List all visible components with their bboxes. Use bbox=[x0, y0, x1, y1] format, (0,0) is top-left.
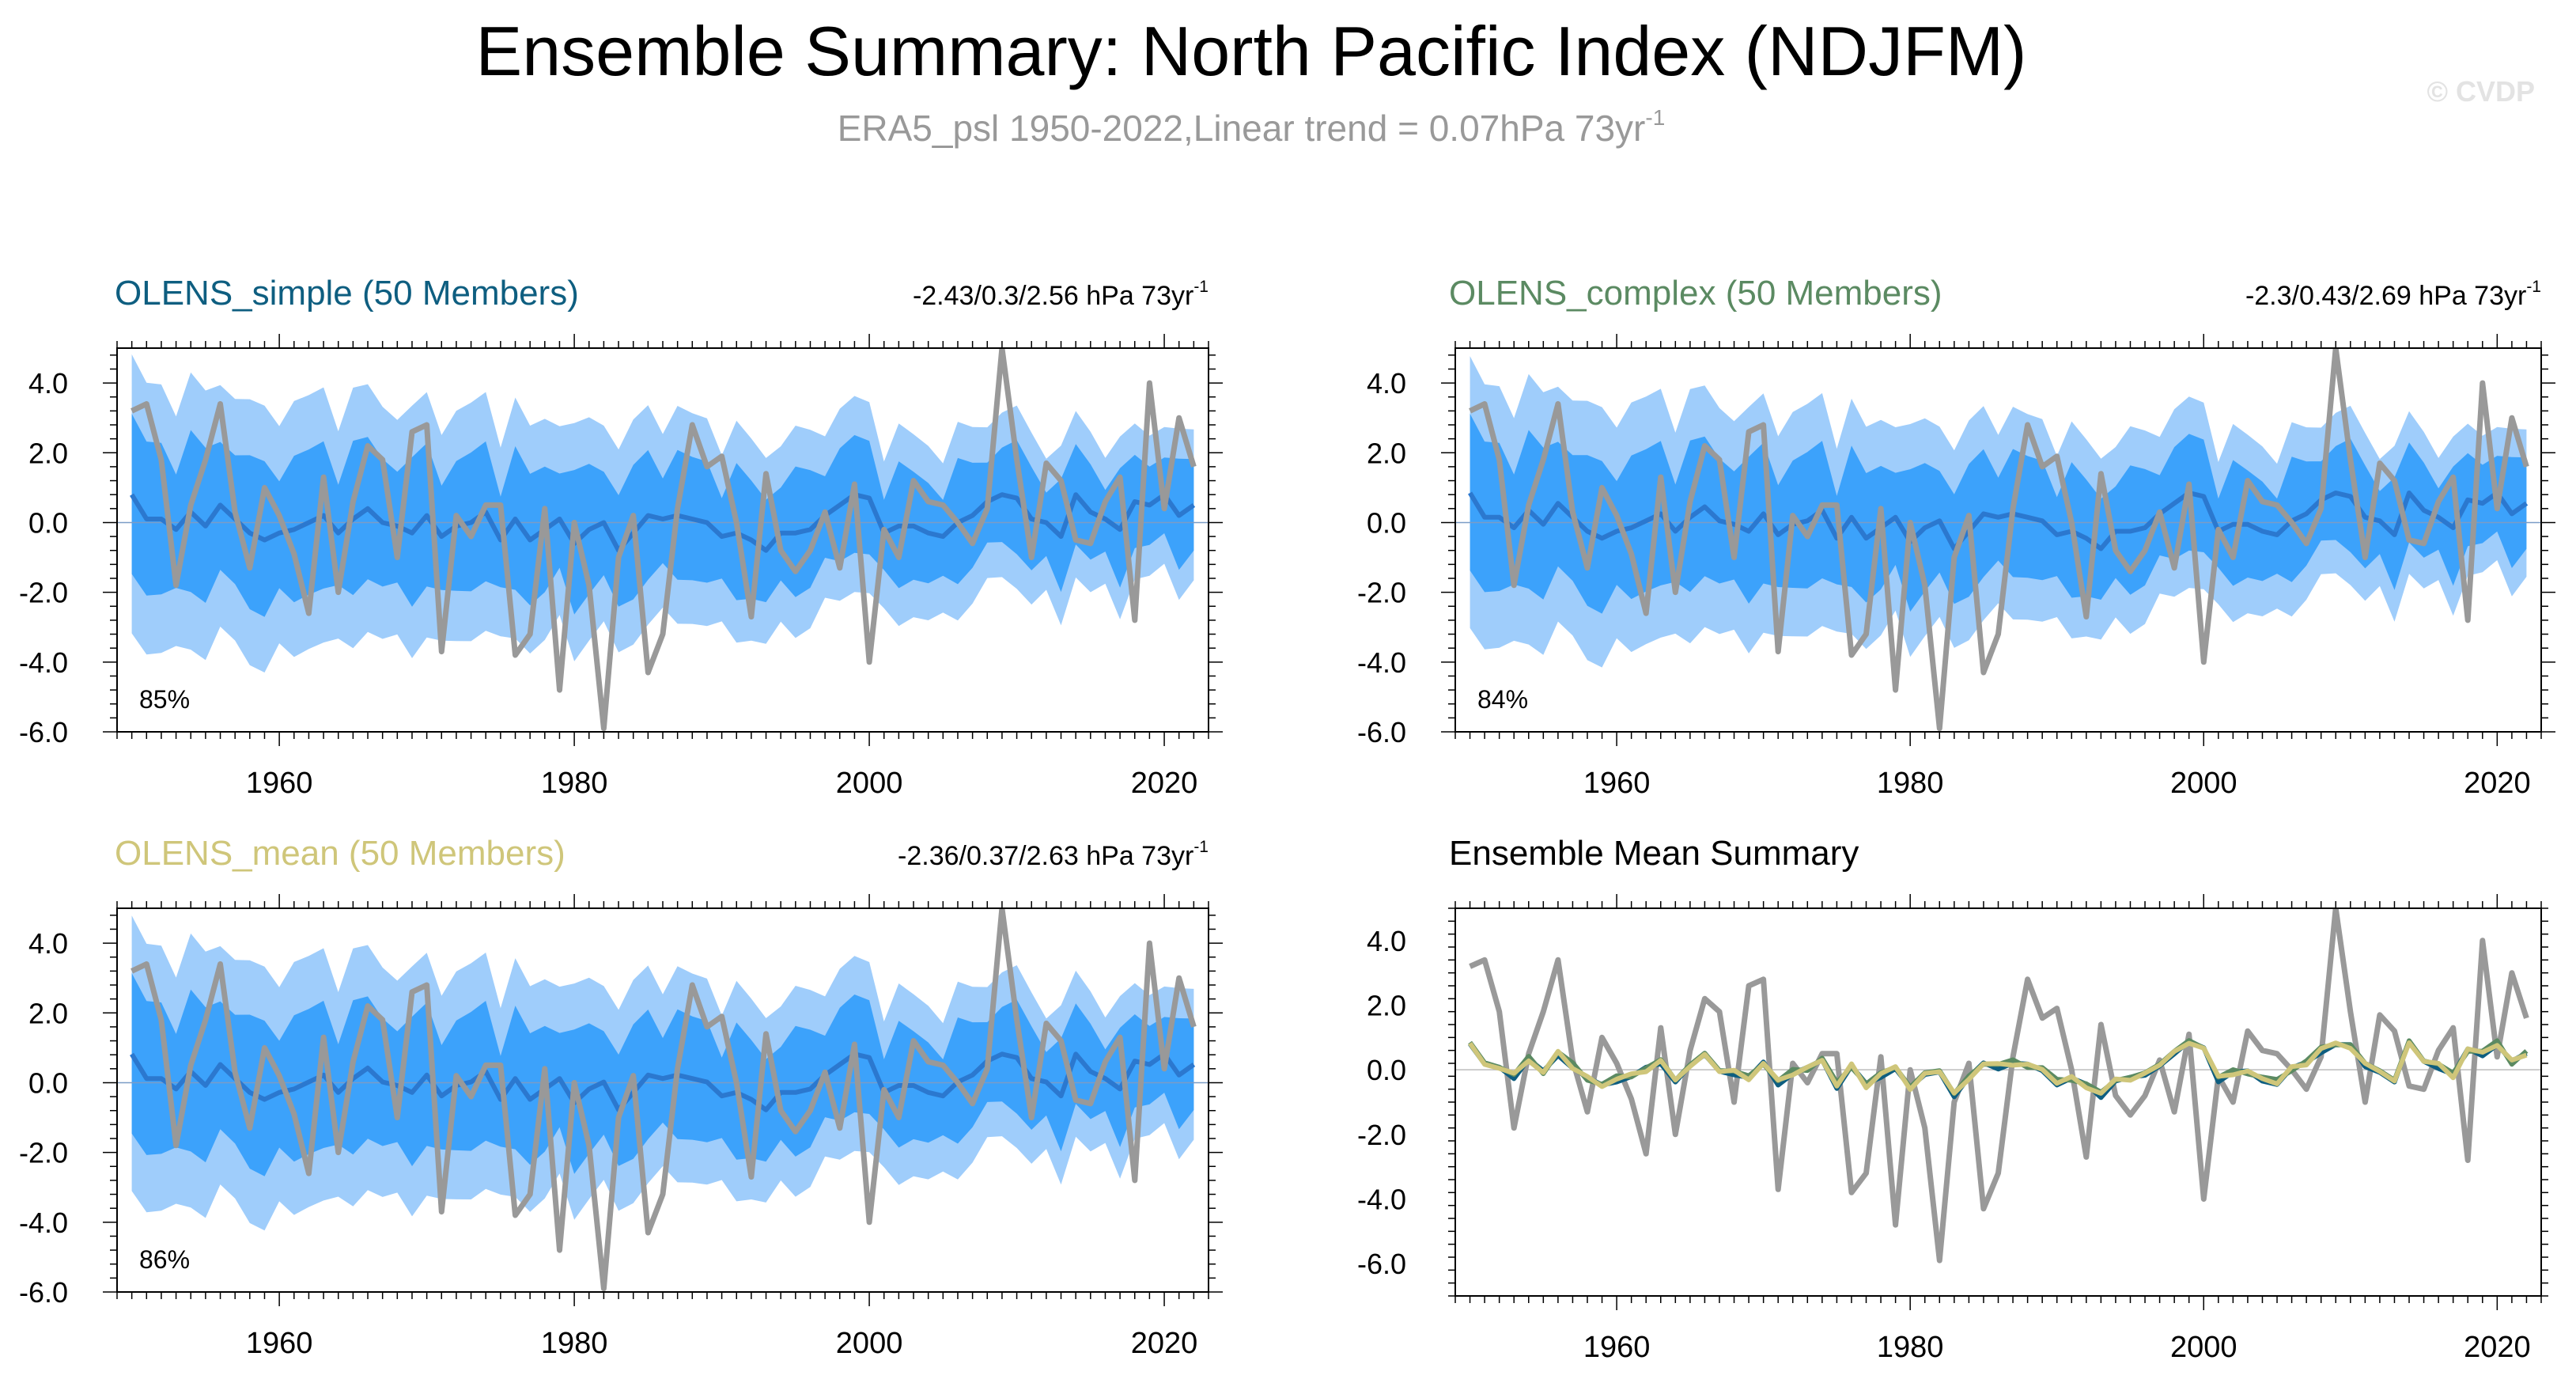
y-tick-label: 0.0 bbox=[28, 1066, 68, 1099]
y-tick-label: -2.0 bbox=[1357, 577, 1406, 609]
x-tick-label: 2020 bbox=[2464, 1331, 2531, 1364]
y-tick-label: -6.0 bbox=[19, 716, 68, 748]
tick-marks bbox=[103, 334, 1223, 746]
panel-title: OLENS_complex (50 Members) bbox=[1449, 274, 1942, 313]
trend-label-sup: -1 bbox=[1193, 278, 1209, 296]
x-tick-label: 1960 bbox=[1583, 767, 1651, 800]
trend-label-main: -2.43/0.3/2.56 hPa 73yr bbox=[913, 281, 1193, 311]
x-tick-label: 2000 bbox=[836, 767, 903, 800]
observed-line bbox=[131, 348, 1197, 732]
y-tick-label: 0.0 bbox=[1367, 506, 1406, 539]
y-tick-label: 4.0 bbox=[28, 927, 68, 960]
x-tick-label: 2000 bbox=[2170, 767, 2237, 800]
x-tick-label: 2020 bbox=[2464, 767, 2531, 800]
plot-area bbox=[117, 908, 1209, 1292]
series-olens-mean bbox=[1468, 1040, 2528, 1096]
y-tick-label: -6.0 bbox=[1357, 716, 1406, 748]
panel-title: OLENS_mean (50 Members) bbox=[115, 834, 566, 873]
subtitle-main: ERA5_psl 1950-2022,Linear trend = 0.07hP… bbox=[838, 108, 1646, 149]
inner-band bbox=[131, 413, 1194, 617]
trend-label-main: -2.36/0.37/2.63 hPa 73yr bbox=[898, 841, 1193, 871]
x-tick-label: 1980 bbox=[541, 767, 608, 800]
plot-frame bbox=[1454, 907, 2542, 1297]
ensemble-median-line bbox=[1468, 491, 2529, 551]
x-tick-label: 1960 bbox=[1583, 1331, 1651, 1364]
panel-summary: Ensemble Mean Summary 1960 1980 2000 2020 -6.… bbox=[1357, 834, 2548, 1364]
y-tick-label: -4.0 bbox=[1357, 646, 1406, 679]
x-tick-label: 1960 bbox=[246, 1327, 313, 1360]
panel-complex: OLENS_complex (50 Members) -2.3/0.43/2.69… bbox=[1357, 274, 2555, 800]
percent-label: 84% bbox=[1477, 685, 1528, 714]
observed-line bbox=[1469, 348, 2529, 732]
y-tick-label: 4.0 bbox=[1367, 367, 1406, 400]
subtitle-sup: -1 bbox=[1645, 105, 1665, 130]
trend-label: -2.43/0.3/2.56 hPa 73yr-1 bbox=[913, 278, 1209, 311]
plot-area bbox=[1455, 908, 2541, 1264]
x-tick-label: 1980 bbox=[1877, 767, 1944, 800]
x-tick-label: 1980 bbox=[541, 1327, 608, 1360]
ensemble-median-line bbox=[130, 1051, 1196, 1112]
inner-band bbox=[131, 973, 1194, 1176]
x-tick-label: 2020 bbox=[1131, 767, 1198, 800]
panels: OLENS_simple (50 Members) -2.43/0.3/2.56 … bbox=[19, 274, 2555, 1364]
tick-marks bbox=[1441, 334, 2555, 746]
percent-label: 85% bbox=[139, 685, 190, 714]
trend-label-sup: -1 bbox=[2526, 278, 2541, 296]
y-tick-label: -4.0 bbox=[19, 1207, 68, 1239]
y-tick-label: 4.0 bbox=[1367, 925, 1406, 957]
y-tick-label: 2.0 bbox=[28, 437, 68, 469]
y-tick-label: -4.0 bbox=[1357, 1184, 1406, 1216]
plot-area bbox=[1455, 348, 2541, 732]
panel-simple: OLENS_simple (50 Members) -2.43/0.3/2.56 … bbox=[19, 274, 1223, 800]
trend-label: -2.3/0.43/2.69 hPa 73yr-1 bbox=[2245, 278, 2541, 311]
y-tick-label: -4.0 bbox=[19, 646, 68, 679]
y-tick-label: 0.0 bbox=[1367, 1054, 1406, 1086]
trend-label-sup: -1 bbox=[1193, 838, 1209, 856]
y-tick-label: -6.0 bbox=[19, 1276, 68, 1309]
x-tick-label: 1960 bbox=[246, 767, 313, 800]
y-tick-label: 0.0 bbox=[28, 506, 68, 539]
inner-band bbox=[1470, 413, 2527, 614]
figure-subtitle: ERA5_psl 1950-2022,Linear trend = 0.07hP… bbox=[838, 105, 1666, 149]
panel-title: OLENS_simple (50 Members) bbox=[115, 274, 579, 313]
observed-line bbox=[131, 908, 1197, 1292]
y-tick-label: -2.0 bbox=[1357, 1119, 1406, 1151]
ensemble-median-line bbox=[130, 492, 1196, 553]
x-tick-label: 2000 bbox=[2170, 1331, 2237, 1364]
tick-marks bbox=[103, 894, 1223, 1306]
y-tick-label: 2.0 bbox=[1367, 990, 1406, 1022]
percent-label: 86% bbox=[139, 1245, 190, 1274]
x-tick-label: 2000 bbox=[836, 1327, 903, 1360]
y-tick-label: -6.0 bbox=[1357, 1248, 1406, 1280]
cvdp-watermark: © CVDP bbox=[2427, 75, 2535, 108]
trend-label: -2.36/0.37/2.63 hPa 73yr-1 bbox=[898, 838, 1209, 871]
y-tick-label: 2.0 bbox=[1367, 437, 1406, 469]
x-tick-label: 1980 bbox=[1877, 1331, 1944, 1364]
x-tick-label: 2020 bbox=[1131, 1327, 1198, 1360]
y-tick-label: -2.0 bbox=[19, 577, 68, 609]
figure-title: Ensemble Summary: North Pacific Index (N… bbox=[476, 12, 2027, 90]
y-tick-label: -2.0 bbox=[19, 1137, 68, 1169]
panel-mean: OLENS_mean (50 Members) -2.36/0.37/2.63 h… bbox=[19, 834, 1223, 1360]
y-tick-label: 2.0 bbox=[28, 997, 68, 1029]
panel-title: Ensemble Mean Summary bbox=[1449, 834, 1859, 873]
series-observed bbox=[1469, 908, 2529, 1264]
tick-marks bbox=[1448, 894, 2548, 1310]
plot-area bbox=[117, 348, 1209, 732]
y-tick-label: 4.0 bbox=[28, 367, 68, 400]
trend-label-main: -2.3/0.43/2.69 hPa 73yr bbox=[2245, 281, 2526, 311]
